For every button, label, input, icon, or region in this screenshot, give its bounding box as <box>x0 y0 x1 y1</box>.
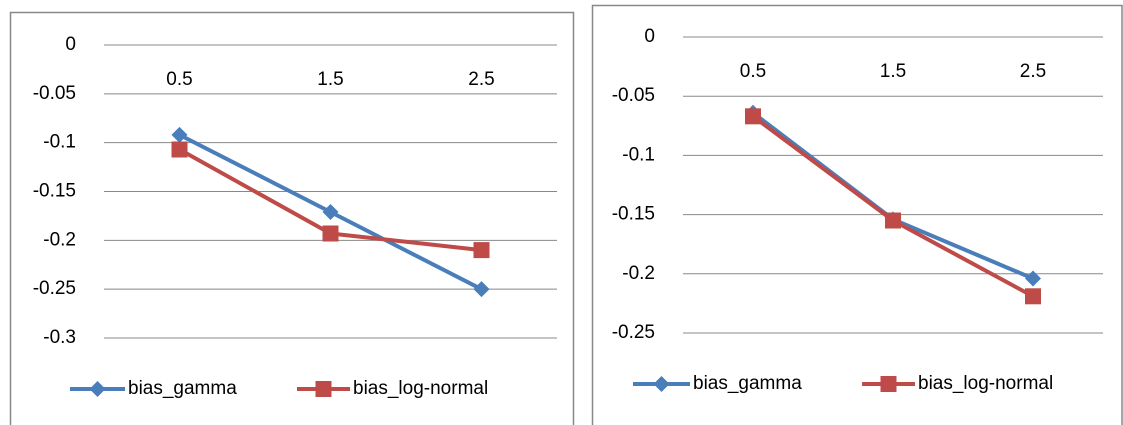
y-tick-label: -0.1 <box>622 144 655 165</box>
y-tick-label: -0.25 <box>33 278 76 299</box>
legend-label: bias_log-normal <box>918 373 1053 394</box>
x-tick-label: 2.5 <box>1020 61 1046 82</box>
data-point <box>473 242 490 259</box>
y-tick-label: -0.2 <box>43 229 76 250</box>
x-tick-label: 0.5 <box>740 61 766 82</box>
legend-label: bias_gamma <box>128 378 237 399</box>
legend-marker <box>880 376 897 392</box>
y-tick-label: -0.25 <box>612 322 655 343</box>
y-tick-label: -0.15 <box>33 181 76 202</box>
y-tick-label: -0.3 <box>43 327 76 348</box>
chart-frame <box>591 4 1123 425</box>
y-tick-label: 0 <box>644 26 655 47</box>
x-tick-label: 0.5 <box>166 69 192 90</box>
legend-label: bias_log-normal <box>353 378 488 399</box>
y-tick-label: -0.05 <box>612 85 655 106</box>
x-tick-label: 2.5 <box>468 69 494 90</box>
legend-marker <box>89 381 106 397</box>
x-tick-label: 1.5 <box>317 69 343 90</box>
y-tick-label: -0.15 <box>612 204 655 225</box>
chart-frame <box>9 11 575 425</box>
y-tick-label: 0 <box>65 34 76 55</box>
series-line <box>751 111 1034 281</box>
y-tick-label: -0.1 <box>43 132 76 153</box>
data-point <box>745 108 761 125</box>
legend-marker <box>315 381 332 397</box>
data-point <box>473 281 490 298</box>
data-point <box>1025 288 1041 305</box>
data-point <box>1025 270 1041 287</box>
data-point <box>171 126 188 143</box>
legend-marker <box>653 376 670 392</box>
x-tick-label: 1.5 <box>880 61 906 82</box>
y-tick-label: -0.2 <box>622 263 655 284</box>
data-point <box>322 204 339 221</box>
y-tick-label: -0.05 <box>33 83 76 104</box>
data-point <box>885 212 901 229</box>
legend-label: bias_gamma <box>693 373 802 394</box>
data-point <box>322 225 339 242</box>
data-point <box>171 141 188 158</box>
